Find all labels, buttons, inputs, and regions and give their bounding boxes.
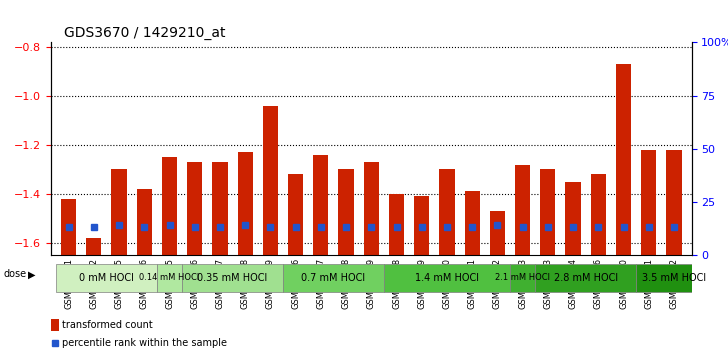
- Text: 1.4 mM HOCl: 1.4 mM HOCl: [415, 273, 479, 283]
- Bar: [566, 182, 581, 255]
- Bar: [464, 192, 480, 255]
- Bar: [313, 155, 328, 255]
- Text: 0.35 mM HOCl: 0.35 mM HOCl: [197, 273, 268, 283]
- Bar: [187, 162, 202, 255]
- Bar: [263, 106, 278, 255]
- Text: GDS3670 / 1429210_at: GDS3670 / 1429210_at: [64, 26, 225, 40]
- FancyBboxPatch shape: [384, 263, 510, 292]
- Bar: [111, 170, 127, 255]
- Text: ▶: ▶: [28, 269, 35, 279]
- FancyBboxPatch shape: [182, 263, 283, 292]
- Bar: [339, 170, 354, 255]
- Bar: [237, 152, 253, 255]
- FancyBboxPatch shape: [510, 263, 535, 292]
- Bar: [414, 196, 430, 255]
- Bar: [590, 174, 606, 255]
- FancyBboxPatch shape: [636, 263, 712, 292]
- Text: 0.7 mM HOCl: 0.7 mM HOCl: [301, 273, 365, 283]
- Bar: [51, 319, 59, 331]
- Bar: [641, 150, 656, 255]
- Bar: [540, 170, 555, 255]
- Bar: [440, 170, 454, 255]
- Text: percentile rank within the sample: percentile rank within the sample: [63, 338, 227, 348]
- Bar: [137, 189, 152, 255]
- FancyBboxPatch shape: [56, 263, 157, 292]
- Text: dose: dose: [4, 269, 27, 279]
- Bar: [490, 211, 505, 255]
- Text: 0 mM HOCl: 0 mM HOCl: [79, 273, 134, 283]
- Bar: [616, 64, 631, 255]
- Text: 0.14 mM HOCl: 0.14 mM HOCl: [139, 273, 199, 282]
- Bar: [364, 162, 379, 255]
- Bar: [515, 165, 530, 255]
- Bar: [389, 194, 404, 255]
- Bar: [288, 174, 303, 255]
- Bar: [666, 150, 681, 255]
- Bar: [61, 199, 76, 255]
- Bar: [162, 157, 177, 255]
- FancyBboxPatch shape: [283, 263, 384, 292]
- FancyBboxPatch shape: [157, 263, 182, 292]
- Text: transformed count: transformed count: [63, 320, 153, 330]
- Text: 3.5 mM HOCl: 3.5 mM HOCl: [642, 273, 706, 283]
- Bar: [87, 238, 101, 255]
- FancyBboxPatch shape: [535, 263, 636, 292]
- Bar: [213, 162, 228, 255]
- Text: 2.8 mM HOCl: 2.8 mM HOCl: [553, 273, 618, 283]
- Text: 2.1 mM HOCl: 2.1 mM HOCl: [495, 273, 550, 282]
